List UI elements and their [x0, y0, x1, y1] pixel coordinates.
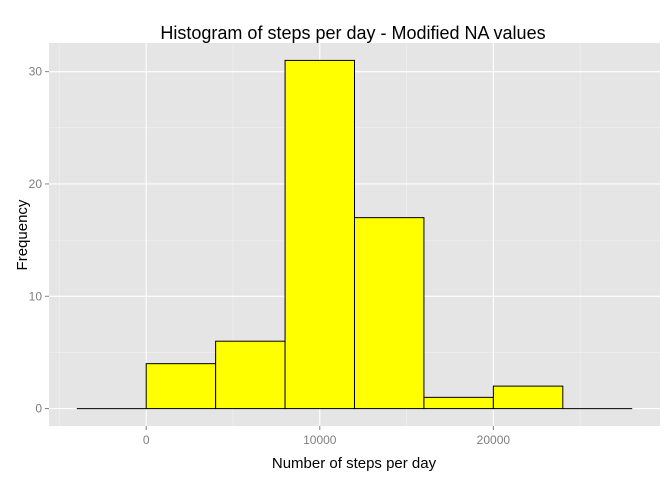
chart-title: Histogram of steps per day - Modified NA… [160, 23, 545, 43]
histogram-bar [423, 396, 494, 410]
x-tick-label: 0 [143, 433, 150, 447]
y-axis-label: Frequency [14, 199, 31, 270]
y-tick-label: 10 [29, 289, 43, 303]
x-axis-ticks: 0 10000 20000 [143, 426, 511, 447]
x-tick-label: 20000 [477, 433, 511, 447]
histogram-bar [354, 217, 425, 410]
x-tick-label: 10000 [303, 433, 337, 447]
y-tick-label: 20 [29, 177, 43, 191]
y-axis-ticks: 0 10 20 30 [29, 65, 49, 416]
histogram-bar [215, 340, 286, 410]
histogram-bar [284, 59, 355, 410]
histogram-bars [76, 59, 633, 410]
histogram-bar [145, 363, 217, 410]
y-tick-label: 0 [35, 402, 42, 416]
y-tick-label: 30 [29, 65, 43, 79]
histogram-bar [492, 385, 564, 410]
x-axis-label: Number of steps per day [272, 455, 437, 472]
